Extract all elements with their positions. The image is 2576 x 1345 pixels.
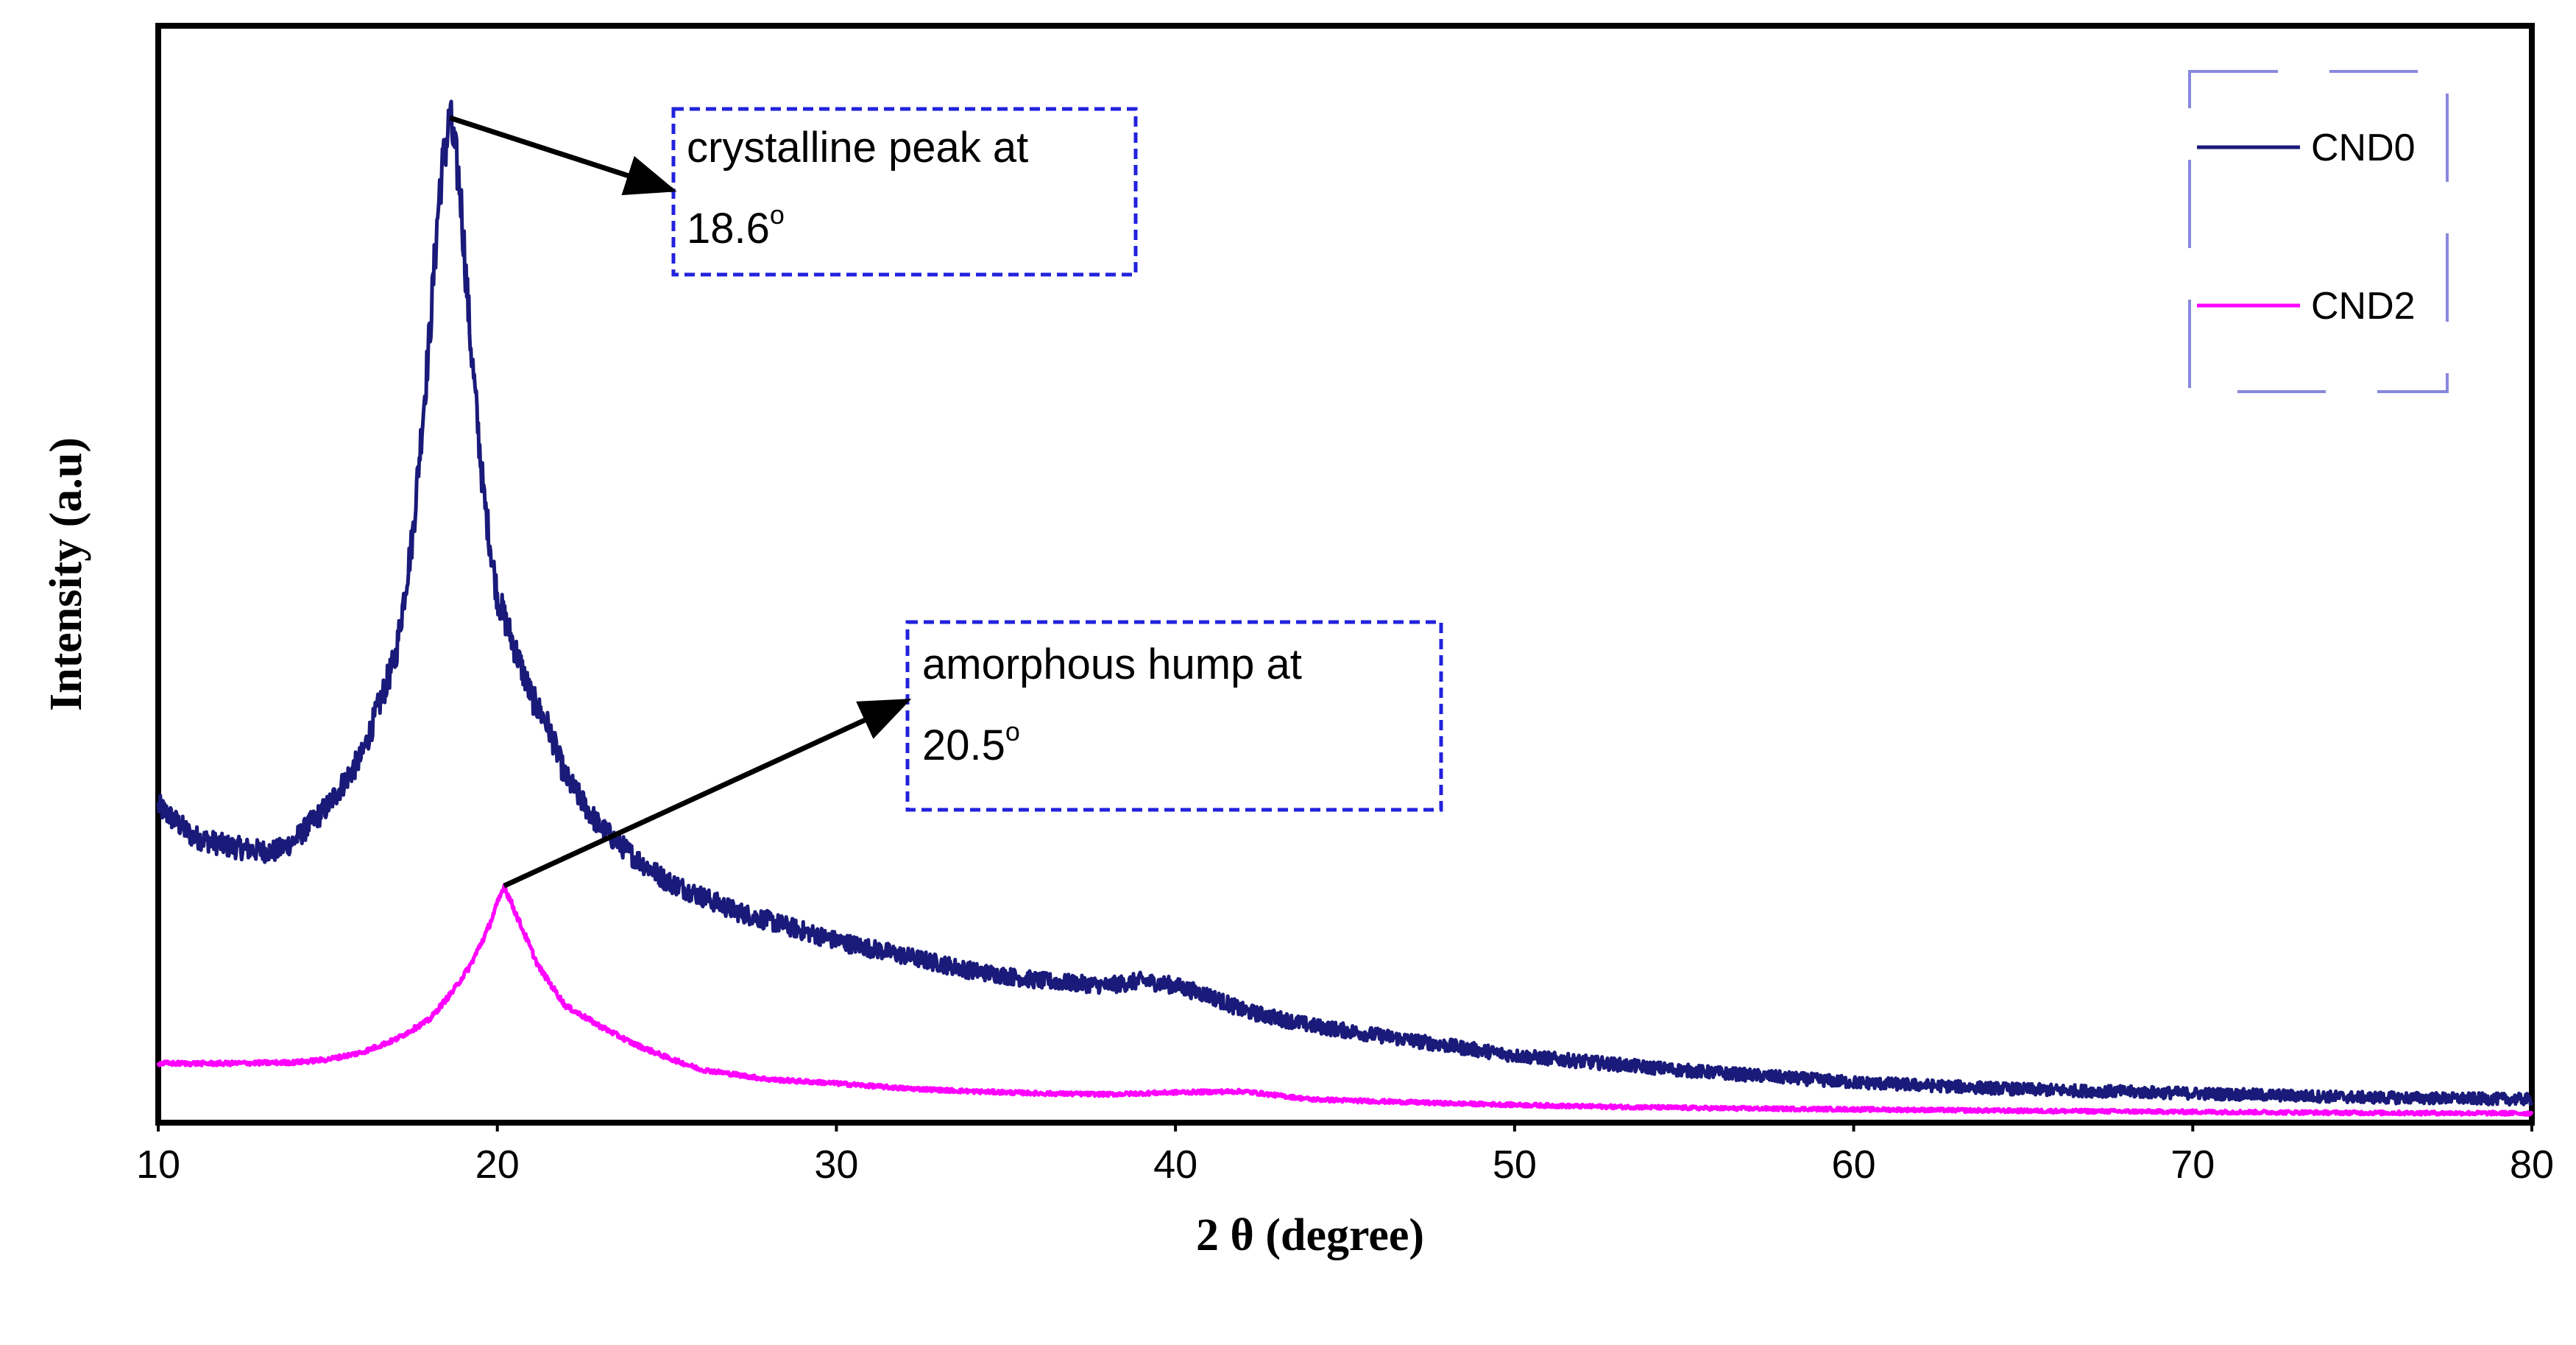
series-line-cnd0 <box>156 99 2534 1107</box>
annotation-line2: 18.6o <box>687 200 785 253</box>
annotation-value: 18.6 <box>687 205 770 253</box>
annotation-arrow <box>503 698 912 889</box>
annotation-amorphous-hump: amorphous hump at 20.5o <box>503 620 1443 889</box>
legend-label-cnd2: CND2 <box>2311 285 2416 328</box>
x-axis: 10 20 30 40 50 60 70 80 <box>136 1123 2554 1187</box>
annotation-box <box>671 107 1138 277</box>
legend-box <box>2188 70 2449 393</box>
annotation-value: 20.5 <box>922 721 1005 769</box>
x-tick-label: 30 <box>814 1143 858 1187</box>
legend-label-cnd0: CND0 <box>2311 127 2416 169</box>
annotation-arrow <box>449 115 677 196</box>
annotation-degree-sup: o <box>1005 716 1020 746</box>
x-tick-label: 80 <box>2510 1143 2554 1187</box>
x-tick-label: 70 <box>2170 1143 2215 1187</box>
annotation-line1: amorphous hump at <box>922 640 1302 688</box>
x-tick-label: 10 <box>136 1143 180 1187</box>
annotation-line2: 20.5o <box>922 716 1020 769</box>
plot-area-frame <box>155 23 2535 1126</box>
x-tick-label: 20 <box>475 1143 520 1187</box>
y-axis-title: Intensity (a.u) <box>41 437 91 711</box>
x-axis-title: 2 θ (degree) <box>1196 1210 1424 1260</box>
x-tick-label: 60 <box>1832 1143 1876 1187</box>
annotation-crystalline-peak: crystalline peak at 18.6o <box>449 107 1138 277</box>
x-tick-label: 40 <box>1153 1143 1197 1187</box>
annotation-box <box>905 620 1443 812</box>
legend: CND0 CND2 <box>2188 70 2449 393</box>
annotation-line1: crystalline peak at <box>687 124 1028 172</box>
x-tick-label: 50 <box>1493 1143 1537 1187</box>
annotation-degree-sup: o <box>770 200 785 230</box>
series-line-cnd2 <box>156 883 2534 1117</box>
